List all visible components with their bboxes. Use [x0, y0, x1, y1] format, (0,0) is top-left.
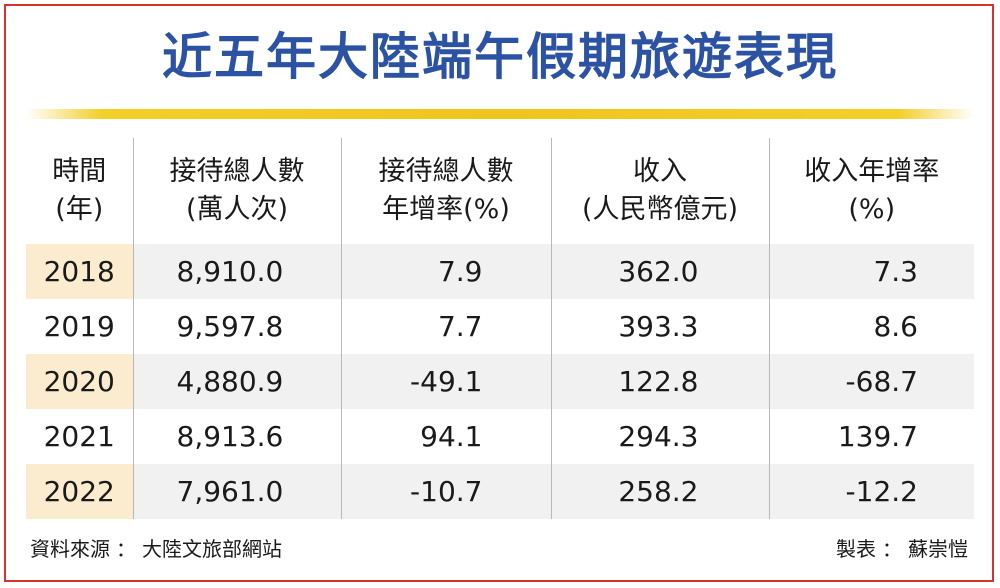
- header-label: 收入: [633, 156, 687, 187]
- header-year: 時間 (年): [26, 138, 133, 244]
- cell-year: 2018: [26, 244, 133, 299]
- header-label: 收入年增率: [804, 156, 940, 187]
- header-unit: (%): [848, 194, 896, 225]
- table-body: 2018 8,910.0 7.9 362.0 7.3 2019 9,597.8 …: [26, 244, 974, 519]
- maker-value: 蘇崇愷: [908, 537, 968, 561]
- source-value: 大陸文旅部網站: [142, 537, 282, 561]
- header-unit: (萬人次): [185, 194, 289, 225]
- cell-year: 2021: [43, 420, 115, 453]
- table-header: 時間 (年) 接待總人數 (萬人次) 接待總人數 年增率(%) 收入 (人民幣億…: [26, 138, 974, 244]
- cell-visitors: 4,880.9: [132, 354, 341, 409]
- cell-visitors: 9,597.8: [132, 299, 341, 354]
- table-row: 2022 7,961.0 -10.7 258.2 -12.2: [26, 464, 974, 519]
- header-revenue-growth: 收入年增率 (%): [768, 138, 974, 244]
- table-row: 2020 4,880.9 -49.1 122.8 -68.7: [26, 354, 974, 409]
- cell-visitors: 7,961.0: [132, 464, 341, 519]
- cell-visitors-growth: 7.9: [340, 244, 551, 299]
- header-unit: 年增率(%): [382, 194, 510, 225]
- footer: 資料來源：大陸文旅部網站 製表：蘇崇愷: [30, 532, 968, 566]
- source-separator: ：: [116, 537, 136, 561]
- table-row: 2021 8,913.6 94.1 294.3 139.7: [26, 409, 974, 464]
- header-revenue: 收入 (人民幣億元): [550, 138, 769, 244]
- page-frame: [4, 4, 994, 582]
- header-visitors-growth: 接待總人數 年增率(%): [340, 138, 551, 244]
- title-underline: [26, 109, 974, 119]
- tourism-table: 時間 (年) 接待總人數 (萬人次) 接待總人數 年增率(%) 收入 (人民幣億…: [26, 138, 974, 519]
- header-label: 接待總人數: [378, 156, 514, 187]
- table-row: 2018 8,910.0 7.9 362.0 7.3: [26, 244, 974, 299]
- maker-credit: 製表：蘇崇愷: [836, 532, 968, 566]
- header-label: 時間: [52, 156, 107, 187]
- cell-revenue: 258.2: [550, 464, 769, 519]
- cell-revenue: 362.0: [550, 244, 769, 299]
- cell-revenue: 393.3: [550, 299, 769, 354]
- source-label: 資料來源: [30, 537, 110, 561]
- cell-visitors-growth: 7.7: [340, 299, 551, 354]
- cell-revenue-growth: -68.7: [768, 354, 974, 409]
- header-row: 時間 (年) 接待總人數 (萬人次) 接待總人數 年增率(%) 收入 (人民幣億…: [26, 138, 974, 244]
- cell-revenue: 294.3: [550, 409, 769, 464]
- maker-separator: ：: [882, 537, 902, 561]
- cell-revenue-growth: 139.7: [768, 409, 974, 464]
- cell-visitors-growth: -10.7: [340, 464, 551, 519]
- source-credit: 資料來源：大陸文旅部網站: [30, 532, 282, 566]
- cell-visitors: 8,910.0: [132, 244, 341, 299]
- cell-visitors-growth: 94.1: [340, 409, 551, 464]
- page-title: 近五年大陸端午假期旅遊表現: [162, 28, 838, 86]
- header-visitors: 接待總人數 (萬人次): [132, 138, 341, 244]
- cell-year: 2020: [26, 354, 133, 409]
- cell-year: 2019: [43, 310, 115, 343]
- cell-visitors: 8,913.6: [132, 409, 341, 464]
- cell-revenue-growth: -12.2: [768, 464, 974, 519]
- cell-revenue: 122.8: [550, 354, 769, 409]
- maker-label: 製表: [836, 537, 876, 561]
- cell-revenue-growth: 8.6: [768, 299, 974, 354]
- header-unit: (年): [55, 194, 104, 225]
- header-label: 接待總人數: [169, 156, 305, 187]
- cell-revenue-growth: 7.3: [768, 244, 974, 299]
- cell-visitors-growth: -49.1: [340, 354, 551, 409]
- table-row: 2019 9,597.8 7.7 393.3 8.6: [26, 299, 974, 354]
- header-unit: (人民幣億元): [581, 194, 739, 225]
- cell-year: 2022: [26, 464, 133, 519]
